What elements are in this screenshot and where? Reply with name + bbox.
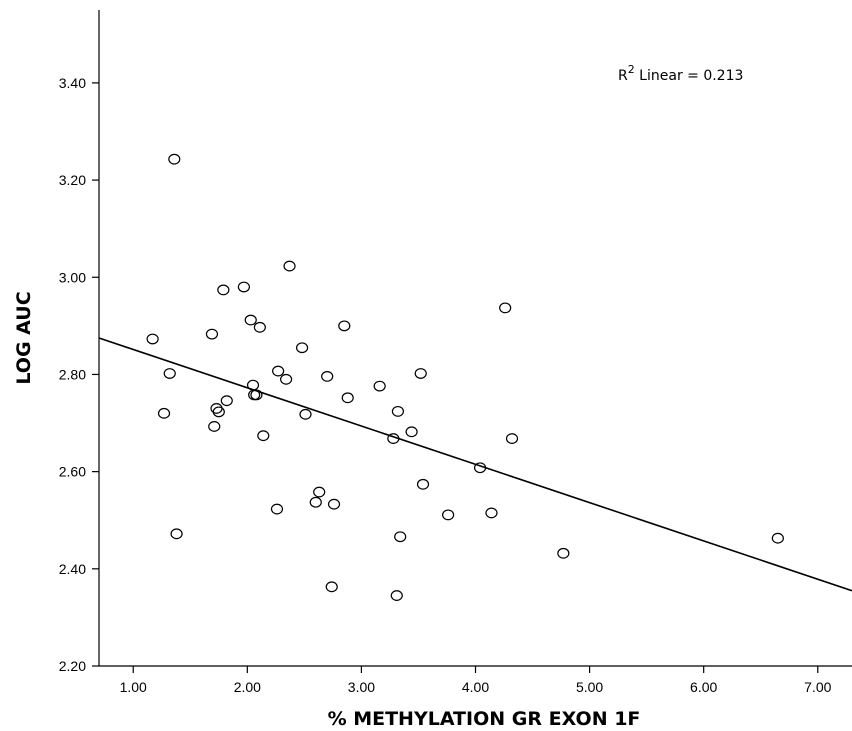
data-point: [485, 507, 498, 519]
y-tick-label: 3.00: [59, 269, 86, 285]
data-point: [283, 260, 296, 272]
x-axis-ticks: 1.00 2.00 3.00 4.00 5.00 6.00 7.00: [120, 666, 832, 695]
data-point: [250, 389, 263, 401]
data-point: [208, 421, 221, 432]
data-points: [146, 153, 784, 601]
data-point: [321, 370, 334, 382]
r-squared-value: Linear = 0.213: [635, 68, 744, 84]
data-point: [237, 281, 250, 293]
data-point: [387, 433, 400, 444]
data-point: [246, 379, 260, 391]
data-point: [270, 503, 284, 515]
data-point: [341, 392, 354, 404]
y-tick-label: 2.40: [59, 561, 86, 577]
y-tick-label: 3.40: [59, 75, 86, 91]
y-tick-label: 2.60: [59, 464, 86, 480]
y-tick-label: 2.80: [59, 366, 86, 382]
x-tick-label: 2.00: [234, 679, 261, 695]
data-point: [325, 581, 338, 593]
x-tick-label: 7.00: [804, 679, 831, 695]
x-tick-label: 5.00: [576, 679, 603, 695]
data-point: [499, 302, 512, 314]
plot-frame: [98, 10, 852, 667]
r-squared-annotation: R2 Linear = 0.213: [618, 63, 743, 84]
r-squared-prefix: R: [618, 68, 628, 84]
data-point: [248, 389, 261, 401]
data-point: [391, 405, 405, 417]
data-point: [220, 395, 233, 407]
data-point: [299, 408, 312, 420]
x-tick-label: 3.00: [348, 679, 375, 695]
x-axis-title: % METHYLATION GR EXON 1F: [328, 708, 641, 730]
data-point: [253, 321, 266, 333]
y-axis-title: LOG AUC: [13, 291, 35, 384]
data-point: [414, 368, 427, 379]
data-point: [309, 496, 322, 508]
data-point: [257, 430, 270, 442]
data-point: [442, 509, 455, 521]
data-point: [295, 342, 309, 354]
data-point: [146, 333, 159, 345]
data-point: [205, 328, 219, 340]
data-point: [217, 284, 230, 296]
data-point: [170, 528, 183, 540]
data-point: [163, 368, 176, 379]
data-point: [373, 380, 386, 392]
y-tick-label: 3.20: [59, 172, 86, 188]
data-point: [771, 532, 784, 544]
x-tick-label: 1.00: [120, 679, 147, 695]
data-point: [244, 314, 257, 326]
data-point: [280, 373, 293, 385]
data-point: [327, 498, 341, 510]
data-point: [272, 365, 285, 377]
data-point: [390, 590, 403, 601]
y-axis-ticks: 2.20 2.40 2.60 2.80 3.00 3.20 3.40: [59, 75, 99, 674]
x-tick-label: 4.00: [462, 679, 489, 695]
r-squared-superscript: 2: [628, 63, 635, 76]
x-tick-label: 6.00: [690, 679, 717, 695]
data-point: [313, 486, 326, 498]
y-tick-label: 2.20: [59, 658, 86, 674]
data-point: [557, 547, 570, 559]
data-point: [212, 406, 225, 418]
data-point: [210, 403, 223, 414]
data-point: [394, 531, 407, 543]
data-point: [473, 462, 487, 474]
data-point: [405, 426, 418, 438]
data-point: [416, 478, 430, 490]
data-point: [168, 153, 181, 165]
data-point: [157, 407, 171, 419]
data-point: [505, 433, 519, 444]
data-point: [338, 320, 351, 332]
